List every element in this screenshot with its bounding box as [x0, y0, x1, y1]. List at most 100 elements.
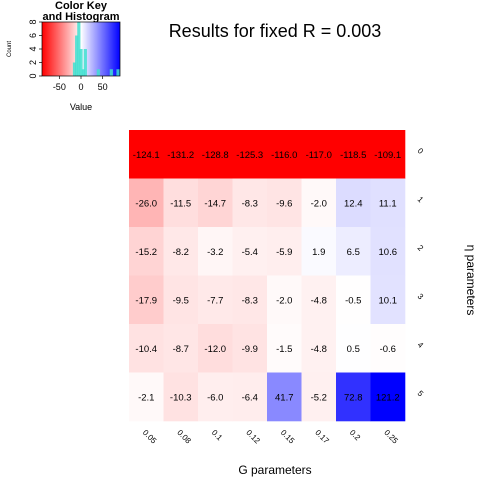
heatmap-cell-value: -6.0 — [207, 392, 223, 403]
heatmap-cell-value: -5.4 — [242, 247, 258, 258]
heatmap-cell-value: -116.0 — [271, 150, 297, 161]
heatmap-cell — [129, 178, 164, 228]
heatmap-cell-value: 41.7 — [275, 392, 294, 403]
heatmap-cell-value: -9.9 — [242, 344, 258, 355]
color-key-y-tick-label: 0 — [28, 73, 38, 78]
histogram-bar — [109, 69, 113, 76]
heatmap-cell-value: 11.1 — [379, 198, 397, 209]
heatmap-cell — [370, 130, 406, 179]
heatmap-cell — [336, 372, 371, 422]
heatmap-cell-value: -8.7 — [173, 344, 189, 355]
histogram-bar — [77, 22, 81, 76]
heatmap-cell-value: -118.5 — [340, 150, 366, 161]
heatmap-cell — [336, 324, 371, 373]
y-tick-label: 3 — [416, 292, 426, 302]
heatmap-cell — [163, 324, 199, 373]
heatmap-cell-value: -128.8 — [202, 150, 229, 161]
heatmap-cell — [267, 227, 302, 276]
heatmap-cell — [163, 227, 199, 276]
heatmap-cell-value: -17.9 — [135, 295, 157, 306]
heatmap-cell-value: -5.9 — [276, 247, 292, 258]
heatmap-cell-value: -0.5 — [345, 295, 361, 306]
heatmap-cell — [198, 227, 233, 276]
color-key-y-tick-label: 8 — [28, 19, 38, 24]
heatmap-cell — [267, 275, 302, 325]
heatmap-cell-value: -11.5 — [170, 198, 191, 209]
heatmap-cell — [129, 372, 164, 422]
heatmap-cell — [163, 372, 199, 422]
heatmap-cell — [163, 130, 199, 179]
heatmap-cell-value: -125.3 — [236, 150, 263, 161]
heatmap-cell-value: -0.6 — [380, 344, 396, 355]
heatmap-cell-value: -10.3 — [170, 392, 192, 403]
heatmap-cell — [163, 275, 199, 325]
heatmap-cells — [129, 130, 406, 422]
color-key-x-tick-label: 0 — [78, 82, 83, 92]
histogram-bar — [116, 69, 120, 76]
heatmap-cell — [198, 130, 233, 179]
heatmap-cell-value: 12.4 — [344, 198, 363, 209]
heatmap-cell — [301, 227, 337, 276]
heatmap-cell — [129, 130, 164, 179]
heatmap-cell — [301, 324, 337, 373]
chart-title: Results for fixed R = 0.003 — [169, 21, 382, 41]
heatmap-cell-value: -2.0 — [311, 198, 327, 209]
x-tick-label: 0.08 — [175, 428, 193, 446]
heatmap-cell-value: -14.7 — [204, 198, 226, 209]
heatmap-cell — [129, 324, 164, 373]
histogram-bar — [81, 69, 85, 76]
y-tick-labels: 0 1 2 3 4 5 — [416, 146, 426, 398]
x-tick-label: 0.1 — [210, 428, 225, 443]
heatmap-cell — [129, 275, 164, 325]
x-axis-label: G parameters — [238, 463, 311, 477]
heatmap-cell — [232, 372, 268, 422]
histogram-bar — [79, 49, 83, 76]
heatmap-cell — [163, 178, 199, 228]
color-key-title-line-2: and Histogram — [42, 11, 119, 23]
x-tick-label: 0.05 — [141, 428, 159, 446]
heatmap-cell — [267, 178, 302, 228]
heatmap-cell-value: -1.5 — [276, 344, 292, 355]
heatmap-cell — [301, 275, 337, 325]
heatmap-cell-value: -2.1 — [138, 392, 154, 403]
heatmap-cell-value: -4.8 — [311, 344, 327, 355]
heatmap-cell-value: -109.1 — [374, 150, 401, 161]
heatmap-cell — [267, 130, 302, 179]
histogram-bar — [75, 35, 79, 76]
heatmap-cell — [301, 178, 337, 228]
heatmap-cell — [267, 324, 302, 373]
heatmap-cell — [370, 324, 406, 373]
heatmap-cell-value: -5.2 — [311, 392, 327, 403]
color-key-y-tick-label: 4 — [28, 46, 38, 51]
heatmap-cell — [301, 372, 337, 422]
y-tick-label: 1 — [416, 195, 426, 205]
heatmap-cell-value: -12.0 — [204, 344, 226, 355]
heatmap-cell — [198, 324, 233, 373]
heatmap-cell-value: 10.1 — [379, 295, 398, 306]
heatmap-cell — [232, 178, 268, 228]
histogram-bar — [96, 69, 100, 76]
histogram-bars — [72, 22, 120, 76]
heatmap-cell — [129, 227, 164, 276]
heatmap-value-labels: -124.1 -131.2 -128.8 -125.3 -116.0 -117.0 -118… — [133, 150, 401, 404]
histogram-bar — [83, 49, 87, 76]
heatmap-cell-value: -117.0 — [306, 150, 332, 161]
heatmap-cell — [336, 275, 371, 325]
color-key: Color Key and Histogram -50 0 50 0 2 4 6 8 Coun… — [7, 0, 121, 112]
heatmap-cell-value: -9.5 — [173, 295, 189, 306]
heatmap-cell-value: -8.3 — [242, 295, 258, 306]
color-key-x-tick-label: -50 — [53, 82, 66, 92]
heatmap-cell — [232, 324, 268, 373]
color-key-y-tick-label: 2 — [28, 60, 38, 65]
histogram-bar — [72, 62, 77, 76]
heatmap-cell-value: -9.6 — [276, 198, 292, 209]
color-key-x-tick-label: 50 — [98, 82, 108, 92]
x-tick-label: 0.17 — [313, 428, 331, 446]
heatmap-cell — [232, 227, 268, 276]
heatmap-cell-value: 0.5 — [347, 344, 360, 355]
heatmap-cell-value: -124.1 — [133, 150, 160, 161]
x-tick-label: 0.2 — [348, 428, 363, 443]
heatmap-cell-value: -3.2 — [207, 247, 223, 258]
heatmap-cell — [370, 178, 406, 228]
